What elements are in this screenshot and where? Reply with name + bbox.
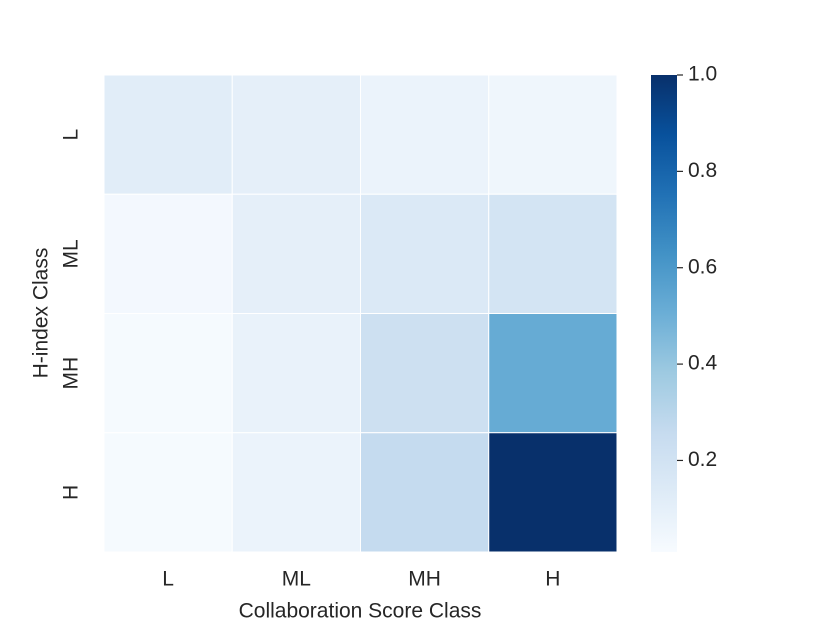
heatmap-cell xyxy=(360,432,490,553)
heatmap-cell xyxy=(360,193,490,314)
heatmap-cell xyxy=(360,74,490,195)
heatmap-cell xyxy=(360,313,490,434)
colorbar-tick-label: 0.4 xyxy=(688,352,718,375)
heatmap-cell xyxy=(103,432,233,553)
heatmap-cell xyxy=(488,74,618,195)
y-axis-label: H-index Class xyxy=(30,248,53,379)
heatmap-cell xyxy=(488,193,618,314)
heatmap-cell xyxy=(488,313,618,434)
x-tick-label: ML xyxy=(282,568,311,591)
x-axis-label: Collaboration Score Class xyxy=(239,600,482,623)
heatmap-cell xyxy=(231,432,361,553)
colorbar xyxy=(651,75,677,552)
heatmap-cell xyxy=(103,313,233,434)
x-tick-label: MH xyxy=(408,568,441,591)
y-tick-label: H xyxy=(60,485,83,500)
x-tick-label: H xyxy=(545,568,560,591)
colorbar-tick-label: 1.0 xyxy=(688,63,717,86)
y-tick-label: L xyxy=(60,129,83,141)
heatmap-cell xyxy=(103,74,233,195)
heatmap-cell xyxy=(103,193,233,314)
colorbar-tick-label: 0.8 xyxy=(688,159,717,182)
heatmap-cell xyxy=(488,432,618,553)
heatmap-cell xyxy=(231,313,361,434)
heatmap-cell xyxy=(231,74,361,195)
colorbar-tick-label: 0.6 xyxy=(688,255,717,278)
x-tick-label: L xyxy=(162,568,174,591)
heatmap-cell xyxy=(231,193,361,314)
y-tick-label: MH xyxy=(60,357,83,390)
y-tick-label: ML xyxy=(60,239,83,268)
colorbar-tick-label: 0.2 xyxy=(688,448,717,471)
